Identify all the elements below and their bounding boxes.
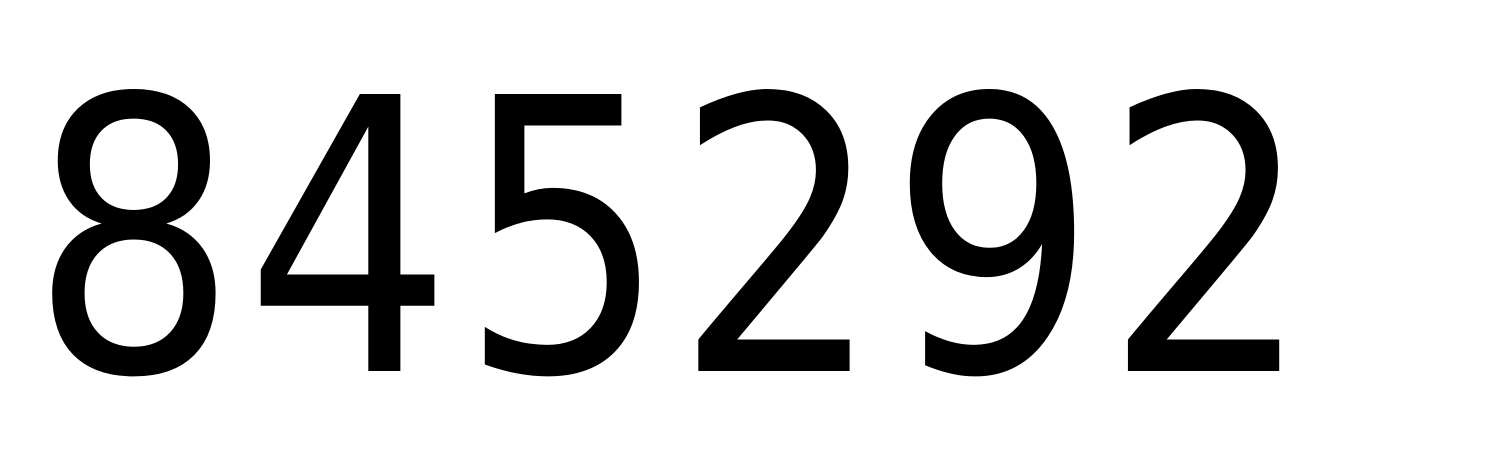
- number-display: 845292: [30, 18, 1319, 461]
